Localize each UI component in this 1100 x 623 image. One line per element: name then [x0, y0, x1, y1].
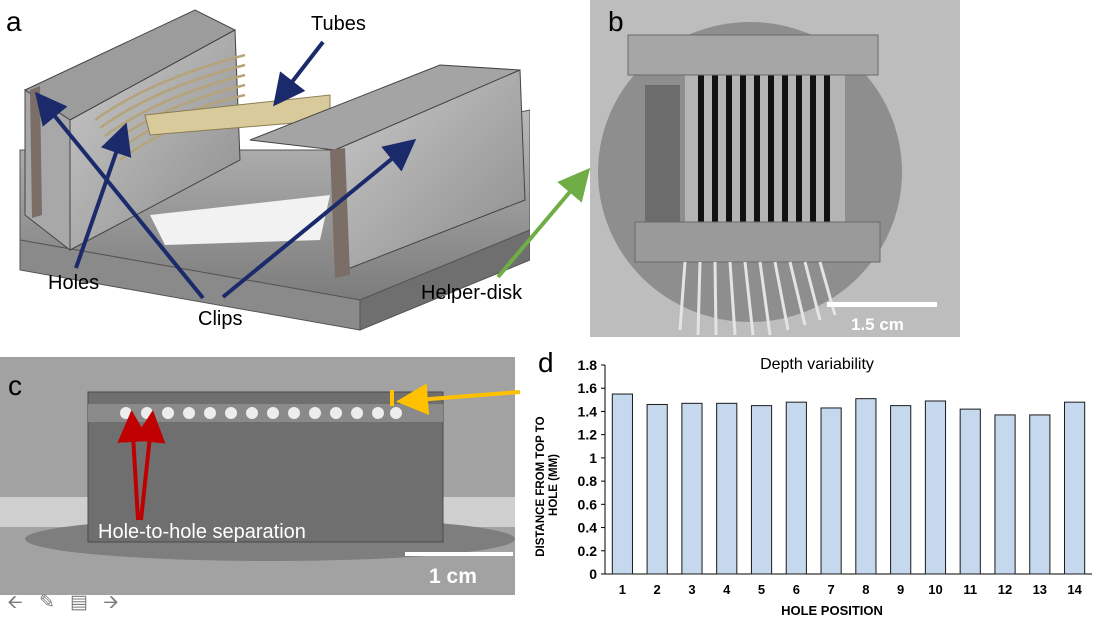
panel-letter-a: a	[6, 6, 22, 37]
bar	[716, 402, 738, 575]
y-tick-label: 1.6	[578, 380, 598, 396]
x-tick-label: 8	[862, 582, 869, 597]
holes-label: Holes	[48, 272, 100, 294]
separation-arrow-right	[133, 410, 166, 521]
bar	[785, 401, 807, 575]
bar	[681, 402, 703, 575]
x-tick-label: 10	[928, 582, 942, 597]
bar	[1029, 414, 1051, 575]
side-view-photo	[0, 357, 515, 595]
pencil-icon[interactable]: ✎	[39, 592, 55, 613]
y-tick-label: 0.8	[578, 473, 598, 489]
y-axis-label-line-1: DISTANCE FROM TOP TO	[535, 416, 547, 556]
bar	[994, 414, 1016, 575]
helper-disk-arrow	[496, 167, 591, 279]
chart-svg: Depth variability HOLE POSITION DISTANCE…	[535, 356, 1092, 618]
y-tick-label: 1	[589, 450, 597, 466]
scale-bar-b	[827, 302, 937, 307]
x-tick-label: 7	[827, 582, 834, 597]
bar	[924, 400, 947, 575]
depth-arrow	[396, 383, 521, 416]
x-axis-label: HOLE POSITION	[781, 603, 883, 618]
x-tick-label: 5	[758, 582, 765, 597]
separation-arrow-left	[117, 410, 150, 521]
panel-letter-d: d	[538, 347, 554, 378]
x-tick-label: 1	[619, 582, 626, 597]
panel-b-photo: 1.5 cm	[590, 0, 960, 337]
y-tick-label: 0.6	[578, 496, 598, 512]
bar	[855, 398, 877, 575]
x-tick-label: 6	[793, 582, 800, 597]
separation-label: Hole-to-hole separation	[98, 521, 306, 543]
depth-marker	[390, 390, 394, 406]
x-tick-label: 9	[897, 582, 904, 597]
notes-icon[interactable]: ▤	[70, 592, 88, 613]
bar	[611, 393, 633, 575]
panel-letter-c: c	[8, 370, 22, 401]
panel-c-photo: 1 cm	[0, 357, 515, 595]
y-tick-label: 1.8	[578, 357, 598, 373]
panel-letter-b: b	[608, 6, 624, 37]
x-tick-label: 11	[963, 582, 977, 597]
y-tick-label: 1.2	[578, 427, 598, 443]
x-tick-label: 4	[723, 582, 731, 597]
clips-label: Clips	[198, 308, 243, 330]
bar	[646, 403, 668, 575]
holes-arrow	[74, 122, 132, 269]
bar	[750, 405, 773, 575]
bar	[890, 405, 912, 575]
x-tick-label: 14	[1067, 582, 1082, 597]
arrow-right-icon[interactable]: 🡪	[103, 592, 119, 613]
chart-title: Depth variability	[760, 356, 874, 373]
tubes-arrow	[273, 40, 325, 107]
bar	[820, 407, 842, 575]
y-tick-label: 0	[589, 566, 597, 582]
x-tick-label: 2	[654, 582, 661, 597]
bar	[1064, 401, 1086, 575]
y-tick-label: 0.2	[578, 543, 598, 559]
clips-arrow-right	[221, 138, 417, 299]
holder-photo	[590, 0, 960, 337]
depth-variability-chart: Depth variability HOLE POSITION DISTANCE…	[520, 345, 1100, 618]
scale-bar-c-label: 1 cm	[429, 565, 477, 588]
bar	[959, 408, 981, 575]
y-axis-label-line-2: HOLE (MM)	[548, 454, 560, 516]
slide-toolbar: 🡨 ✎ ▤ 🡪	[4, 592, 122, 614]
x-tick-label: 3	[688, 582, 695, 597]
tubes-label: Tubes	[311, 13, 366, 35]
y-tick-label: 1.4	[578, 403, 598, 419]
clips-arrow-left	[34, 91, 205, 300]
x-tick-label: 12	[998, 582, 1012, 597]
arrow-left-icon[interactable]: 🡨	[7, 592, 23, 613]
y-axis-label: DISTANCE FROM TOP TO HOLE (MM)	[535, 413, 560, 557]
x-tick-label: 13	[1033, 582, 1047, 597]
scale-bar-b-label: 1.5 cm	[851, 315, 904, 334]
scale-bar-c	[405, 552, 513, 556]
helper-disk-label: Helper-disk	[421, 282, 523, 304]
y-tick-label: 0.4	[578, 520, 598, 536]
